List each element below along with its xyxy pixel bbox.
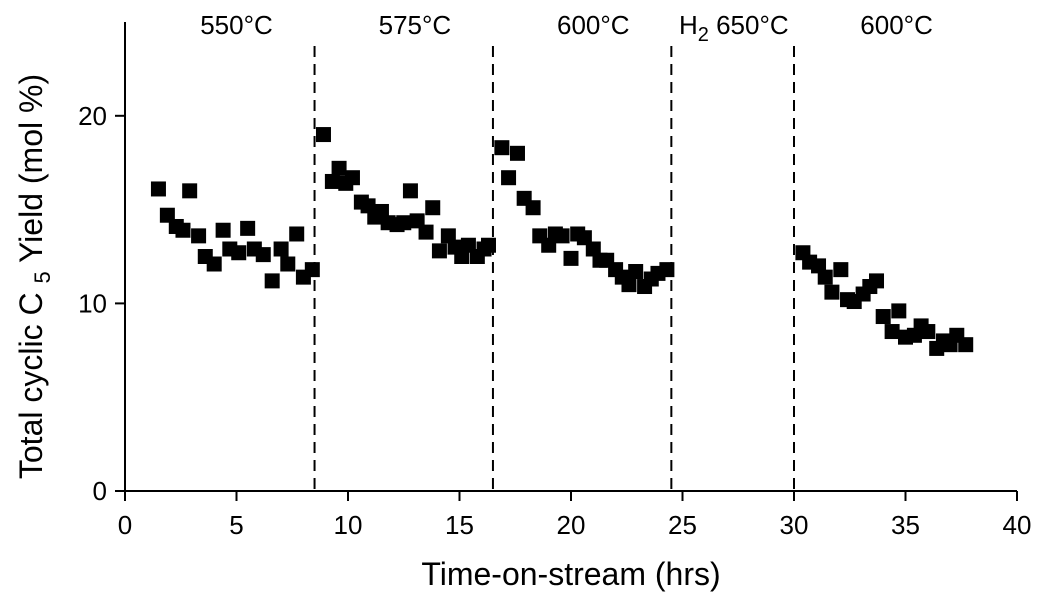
x-tick-label: 35: [891, 510, 920, 540]
y-axis-title: Total cyclic C 5 Yield (mol %): [13, 74, 57, 479]
y-axis-title-subscript: 5: [30, 271, 55, 283]
data-point: [494, 140, 509, 155]
x-axis-title: Time-on-stream (hrs): [421, 556, 720, 592]
data-point: [958, 337, 973, 352]
data-point: [207, 257, 222, 272]
data-point: [289, 226, 304, 241]
data-point: [325, 174, 340, 189]
data-point: [824, 285, 839, 300]
phase-label: 550°C: [200, 10, 273, 40]
y-axis-title-main: Total cyclic C: [13, 292, 49, 479]
x-tick-label: 5: [229, 510, 243, 540]
data-point: [240, 221, 255, 236]
phase-label: H2 650°C: [679, 10, 789, 46]
y-tick-label: 0: [93, 476, 107, 506]
x-tick-label: 40: [1003, 510, 1032, 540]
x-tick-label: 10: [334, 510, 363, 540]
phase-label: 600°C: [860, 10, 933, 40]
data-point: [876, 309, 891, 324]
data-point: [481, 238, 496, 253]
data-point: [265, 273, 280, 288]
data-point: [305, 262, 320, 277]
x-tick-label: 0: [118, 510, 132, 540]
data-point: [432, 243, 447, 258]
data-point: [274, 241, 289, 256]
data-point: [403, 183, 418, 198]
phase-labels: 550°C 575°C 600°C H2 650°C 600°C: [200, 10, 933, 46]
data-point: [564, 251, 579, 266]
data-points: [151, 127, 973, 356]
x-axis-ticks: 0 5 10 15 20 25 30 35 40: [118, 491, 1032, 540]
phase-dividers: [315, 46, 794, 491]
x-tick-label: 20: [557, 510, 586, 540]
phase-label-subscript: 2: [698, 24, 709, 46]
data-point: [151, 181, 166, 196]
data-point: [175, 223, 190, 238]
data-point: [425, 200, 440, 215]
data-point: [920, 324, 935, 339]
data-point: [555, 228, 570, 243]
y-tick-label: 20: [78, 101, 107, 131]
y-axis-ticks: 0 10 20: [78, 101, 125, 506]
data-point: [885, 324, 900, 339]
data-point: [419, 225, 434, 240]
x-tick-label: 25: [668, 510, 697, 540]
data-point: [231, 245, 246, 260]
data-point: [216, 223, 231, 238]
data-point: [526, 200, 541, 215]
data-point: [316, 127, 331, 142]
y-axis-title-rest: Yield (mol %): [13, 74, 49, 263]
data-point: [182, 183, 197, 198]
data-point: [332, 161, 347, 176]
data-point: [256, 247, 271, 262]
data-point: [510, 146, 525, 161]
data-point: [833, 262, 848, 277]
data-point: [345, 170, 360, 185]
data-point: [396, 215, 411, 230]
phase-label-gas: H: [679, 10, 698, 40]
phase-label: 600°C: [557, 10, 630, 40]
data-point: [191, 228, 206, 243]
x-tick-label: 15: [445, 510, 474, 540]
data-point: [280, 257, 295, 272]
y-tick-label: 10: [78, 288, 107, 318]
data-point: [501, 170, 516, 185]
data-point: [891, 303, 906, 318]
data-point: [621, 277, 636, 292]
phase-label: 575°C: [379, 10, 452, 40]
data-point: [628, 264, 643, 279]
data-point: [869, 273, 884, 288]
data-point: [659, 262, 674, 277]
data-point: [818, 270, 833, 285]
x-tick-label: 30: [780, 510, 809, 540]
phase-label-temp: 650°C: [709, 10, 789, 40]
